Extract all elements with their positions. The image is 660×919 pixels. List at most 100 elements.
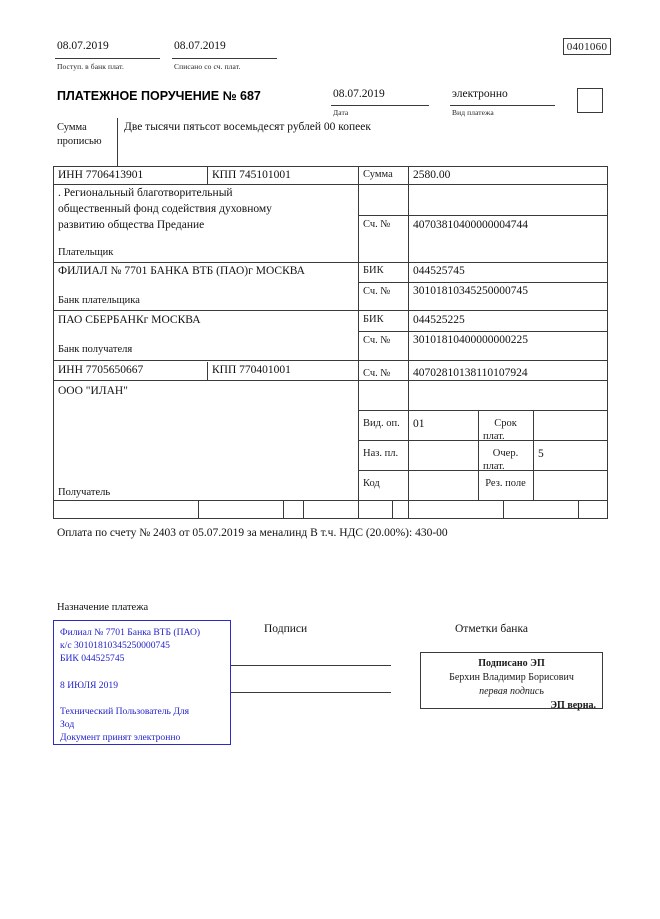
- priority-label-line1: Очер.: [492, 448, 519, 459]
- payment-purpose-text: Оплата по счету № 2403 от 05.07.2019 за …: [57, 527, 448, 539]
- payer-kpp: КПП 745101001: [212, 169, 291, 181]
- payer-inn-rule: [53, 184, 358, 185]
- signed-by-text: Подписано ЭП: [478, 658, 545, 669]
- payer-bank-bik-label: БИК: [363, 265, 384, 276]
- stamp-line-1: Филиал № 7701 Банка ВТБ (ПАО): [60, 627, 201, 638]
- payer-block-bottom-rule: [53, 262, 608, 263]
- stamp-line-2: к/с 30101810345250000745: [60, 640, 170, 652]
- received-date-value: 08.07.2019: [57, 40, 109, 52]
- operation-kind-label: Вид. оп.: [363, 418, 400, 429]
- doc-date-rule: [331, 105, 429, 106]
- stamp-line-5: Технический Пользователь Для: [60, 705, 190, 717]
- doc-date-value: 08.07.2019: [333, 88, 385, 100]
- payee-bank-role-label: Банк получателя: [58, 344, 133, 355]
- payer-bank-role-label: Банк плательщика: [58, 295, 140, 306]
- amount-words-label-line1: Сумма: [57, 122, 87, 133]
- page-title: ПЛАТЕЖНОЕ ПОРУЧЕНИЕ № 687: [57, 89, 261, 103]
- attr-row2-rule: [358, 470, 608, 471]
- priority-label-line2: плат.: [483, 461, 505, 472]
- amount-value: 2580.00: [413, 169, 451, 181]
- payer-role-label: Плательщик: [58, 247, 114, 258]
- table-rule-top: [53, 166, 608, 167]
- payee-bank-account-label: Сч. №: [363, 335, 391, 346]
- payee-account-value: 40702810138110107924: [413, 367, 528, 379]
- payment-type-code-box: [577, 88, 603, 113]
- signature-order-text: первая подпись: [479, 686, 544, 697]
- payer-name-line2: общественный фонд содействия духовному: [58, 203, 272, 215]
- table-rule-bottom: [53, 500, 608, 501]
- bank-marks-label: Отметки банка: [455, 623, 528, 635]
- payee-bank-bik-rule: [358, 331, 608, 332]
- payer-account-label: Сч. №: [363, 219, 391, 230]
- stamp-line-4: 8 ИЮЛЯ 2019: [60, 679, 118, 691]
- signer-name: Берхин Владимир Борисович: [449, 672, 574, 683]
- codes-divider-2: [283, 500, 284, 518]
- payment-purpose-label: Назначение платежа: [57, 602, 149, 613]
- signatures-label: Подписи: [264, 623, 308, 635]
- operation-kind-value: 01: [413, 418, 425, 430]
- table-right-border: [607, 166, 608, 518]
- payee-bank-bik-label: БИК: [363, 314, 384, 325]
- amount-words-divider: [117, 118, 118, 166]
- payer-bank-account-value: 30101810345250000745: [413, 285, 528, 297]
- payer-bank-bottom-rule: [53, 310, 608, 311]
- debited-date-value: 08.07.2019: [174, 40, 226, 52]
- payee-bank-name: ПАО СБЕРБАНКг МОСКВА: [58, 314, 201, 326]
- payer-account-value: 40703810400000004744: [413, 219, 528, 231]
- stamp-line-6: Зод: [60, 719, 75, 731]
- debited-date-rule: [172, 58, 277, 59]
- payee-inn-rule: [53, 380, 608, 381]
- codes-divider-3: [303, 500, 304, 518]
- payee-bank-bik-value: 044525225: [413, 314, 465, 326]
- priority-value: 5: [538, 448, 544, 460]
- amount-words-label-line2: прописью: [57, 136, 102, 147]
- payee-kpp: КПП 770401001: [212, 364, 291, 376]
- signature-rule-2: [231, 692, 391, 693]
- payee-role-label: Получатель: [58, 487, 111, 498]
- payment-purpose-code-label: Наз. пл.: [363, 448, 399, 459]
- payer-bank-bik-rule: [358, 282, 608, 283]
- form-code-box: 0401060: [563, 38, 611, 55]
- reserve-label: Рез. поле: [485, 478, 526, 489]
- table-left-border: [53, 166, 54, 518]
- received-date-label: Поступ. в банк плат.: [57, 62, 124, 71]
- payee-account-label: Сч. №: [363, 368, 391, 379]
- received-date-rule: [55, 58, 160, 59]
- signature-verified-text: ЭП верна.: [550, 700, 596, 711]
- doc-date-label: Дата: [333, 108, 349, 117]
- table-label-col-left: [358, 166, 359, 518]
- stamp-line-3: БИК 044525745: [60, 653, 125, 665]
- payee-name: ООО "ИЛАН": [58, 385, 128, 397]
- payment-term-label-line2: плат.: [483, 431, 505, 442]
- codes-divider-5: [503, 500, 504, 518]
- attr-mid-divider: [478, 410, 479, 500]
- payer-bank-name: ФИЛИАЛ № 7701 БАНКА ВТБ (ПАО)г МОСКВА: [58, 265, 305, 277]
- codes-divider-6: [578, 500, 579, 518]
- payer-bank-account-label: Сч. №: [363, 286, 391, 297]
- table-label-col-right: [408, 166, 409, 518]
- amount-rule: [358, 184, 608, 185]
- electronic-bank-stamp: Филиал № 7701 Банка ВТБ (ПАО) к/с 301018…: [53, 620, 231, 745]
- payee-inn-kpp-divider: [207, 362, 208, 380]
- codes-divider-1: [198, 500, 199, 518]
- code-label: Код: [363, 478, 380, 489]
- payer-bank-bik-value: 044525745: [413, 265, 465, 277]
- amount-words-value: Две тысячи пятьсот восемьдесят рублей 00…: [124, 121, 371, 133]
- codes-divider-4: [392, 500, 393, 518]
- bank-marks-box: Подписано ЭП Берхин Владимир Борисович п…: [420, 652, 603, 711]
- attr-row1-rule: [358, 440, 608, 441]
- payment-kind-rule: [450, 105, 555, 106]
- stamp-line-7: Документ принят электронно: [60, 732, 181, 744]
- payee-account-bottom-rule: [358, 410, 608, 411]
- payment-term-label-line1: Срок: [494, 418, 517, 429]
- payment-kind-value: электронно: [452, 88, 508, 100]
- payer-name-line3: развитию общества Предание: [58, 219, 205, 231]
- amount-label: Сумма: [363, 169, 393, 180]
- payer-inn-kpp-divider: [207, 166, 208, 184]
- payee-bank-bottom-rule: [53, 360, 608, 361]
- attr-value-divider: [533, 410, 534, 500]
- payer-account-rule: [358, 215, 608, 216]
- payment-kind-label: Вид платежа: [452, 108, 494, 117]
- payee-inn: ИНН 7705650667: [58, 364, 144, 376]
